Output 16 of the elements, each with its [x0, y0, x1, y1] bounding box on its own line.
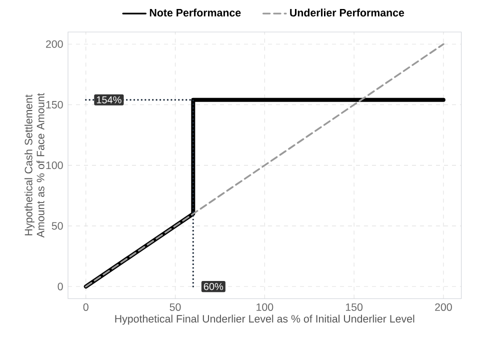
y-tick-label: 150 [46, 100, 63, 108]
x-tick-label: 50 [170, 303, 181, 311]
x-tick-label: 100 [256, 303, 274, 311]
y-tick-label: 100 [46, 162, 63, 170]
x-tick-label: 150 [346, 303, 363, 311]
y-tick-label: 50 [52, 222, 63, 230]
y-tick-label: 200 [46, 40, 63, 48]
x-tick-label: 0 [83, 303, 88, 311]
x-axis-title: Hypothetical Final Underlier Level as % of Initial Underlier Level [115, 314, 414, 325]
y-axis-title: Hypothetical Cash Settlement Amount as % of Face Amount [24, 93, 44, 238]
legend-label: Note Performance [150, 8, 241, 16]
annotation: 154% [96, 96, 122, 104]
x-tick-label: 200 [435, 303, 452, 311]
legend-label: Underlier Performance [290, 8, 404, 16]
y-tick-label: 0 [58, 282, 63, 290]
annotation: 60% [204, 282, 224, 290]
